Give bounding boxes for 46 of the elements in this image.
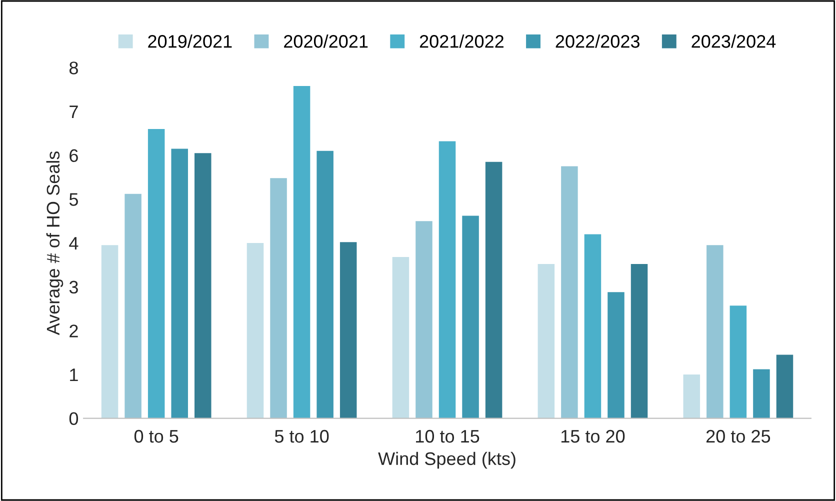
- bar: [101, 245, 118, 418]
- bar: [392, 257, 410, 418]
- bar: [438, 141, 456, 418]
- bar: [316, 150, 334, 418]
- bar: [246, 242, 264, 418]
- bar: [730, 306, 747, 418]
- bar: [584, 234, 602, 418]
- y-tick-label: 6: [70, 149, 78, 162]
- y-tick-label: 5: [69, 193, 78, 206]
- y-axis-title: Average # of HO Seals: [46, 151, 64, 336]
- bar: [171, 148, 188, 418]
- y-tick-label: 2: [70, 324, 78, 338]
- x-tick-label: 15 to 20: [561, 430, 625, 443]
- y-tick-label: 7: [70, 106, 78, 118]
- bar: [776, 354, 794, 418]
- bar: [630, 264, 648, 418]
- bar: [753, 369, 770, 418]
- legend-label: 2021/2022: [420, 34, 504, 48]
- x-tick-label: 0 to 5: [134, 430, 178, 443]
- bar: [124, 194, 142, 418]
- x-tick-label: 20 to 25: [706, 430, 770, 443]
- bar: [706, 245, 724, 418]
- bar: [416, 221, 432, 418]
- bar: [270, 178, 287, 418]
- bar: [538, 264, 555, 418]
- bar: [340, 242, 357, 418]
- x-tick-label: 5 to 10: [274, 430, 329, 443]
- bar: [293, 86, 310, 418]
- legend-label: 2020/2021: [284, 34, 368, 48]
- y-tick-label: 1: [70, 368, 78, 382]
- legend-label: 2019/2021: [148, 34, 232, 48]
- y-tick-label: 4: [69, 237, 78, 250]
- bar: [148, 129, 165, 418]
- bar: [485, 162, 502, 418]
- bar: [462, 216, 479, 418]
- y-tick-label: 0: [69, 412, 78, 426]
- x-tick-label: 10 to 15: [416, 430, 480, 443]
- y-tick-label: 3: [69, 280, 78, 294]
- bar: [608, 292, 624, 418]
- y-tick-label: 8: [69, 62, 78, 74]
- x-axis-title: Wind Speed (kts): [378, 452, 516, 469]
- legend-label: 2023/2024: [692, 34, 776, 48]
- bar: [561, 166, 578, 418]
- bar: [683, 374, 700, 418]
- legend-label: 2022/2023: [556, 34, 640, 48]
- bar: [194, 153, 212, 418]
